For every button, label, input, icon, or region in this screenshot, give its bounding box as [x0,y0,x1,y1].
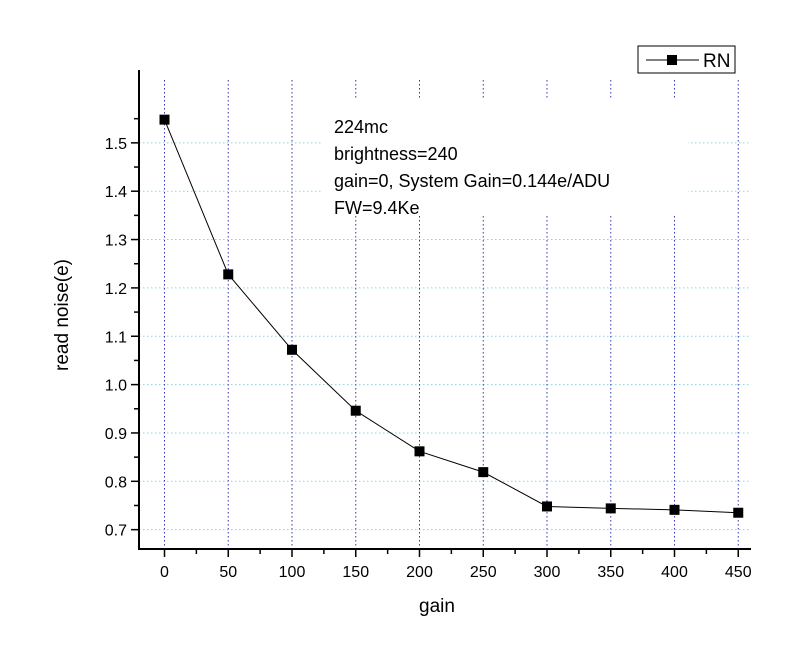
y-axis-title: read noise(e) [52,259,73,371]
data-point [478,467,489,478]
x-tick-label: 50 [219,564,237,581]
x-tick-label: 200 [406,564,433,581]
y-tick-label: 0.9 [105,426,127,443]
x-tick-label: 300 [534,564,561,581]
legend-marker [667,55,677,65]
x-tick-label: 150 [342,564,369,581]
annotation-line-1: 224mc [334,117,388,137]
x-axis-title: gain [419,596,455,617]
x-tick-label: 350 [597,564,624,581]
data-point [350,405,361,416]
axes: 0.7 0.8 0.9 1.0 1.1 1.2 1.3 1.4 1.5 0 50 100 150 200 2… [105,70,752,581]
data-point [542,501,552,512]
annotation-background [322,98,688,216]
data-point [414,446,425,457]
y-tick-label: 1.4 [105,184,127,201]
data-point [733,507,744,518]
annotation-line-2: brightness=240 [334,144,458,164]
y-tick-label: 0.8 [105,474,127,491]
annotation-line-3: gain=0, System Gain=0.144e/ADU [334,171,610,191]
x-tick-label: 0 [160,564,169,581]
series-line [164,119,739,514]
y-tick-label: 0.7 [105,523,127,540]
y-tick-label: 1.2 [105,281,127,298]
y-tick-label: 1.3 [105,233,127,250]
data-point [287,344,297,355]
legend: RN [637,45,736,74]
annotation-line-4: FW=9.4Ke [334,198,420,218]
data-point [223,269,234,280]
y-tick-label: 1.5 [105,136,127,153]
x-tick-label: 400 [661,564,688,581]
y-tick-label: 1.0 [105,378,127,395]
x-tick-label: 450 [725,564,752,581]
data-point [669,504,680,515]
x-tick-label: 250 [470,564,497,581]
legend-label: RN [703,51,730,72]
x-tick-label: 100 [279,564,306,581]
annotation: 224mc brightness=240 gain=0, System Gain… [334,117,610,218]
data-point [159,114,170,125]
series-rn [159,114,744,518]
y-tick-label: 1.1 [105,329,127,346]
data-point [605,503,616,514]
